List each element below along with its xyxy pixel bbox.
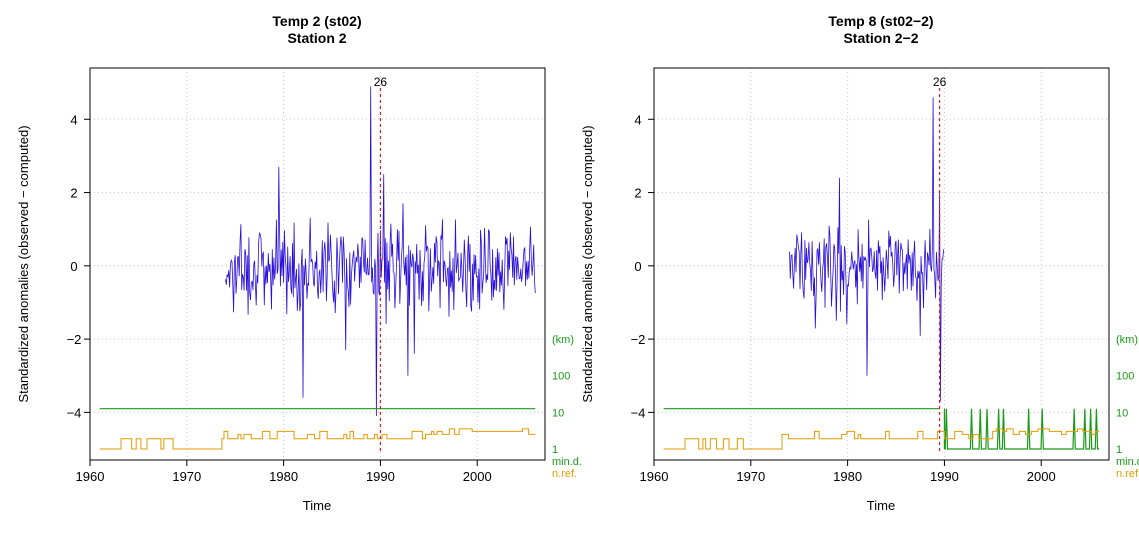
x-tick-label: 2000 <box>1027 469 1056 484</box>
y-tick-label: 4 <box>634 112 641 127</box>
x-tick-label: 1960 <box>640 469 669 484</box>
chart-title: Temp 8 (st02−2) <box>828 13 933 29</box>
right-axis-n-ref-label: n.ref. <box>1116 468 1139 480</box>
x-tick-label: 2000 <box>463 469 492 484</box>
n-ref-series <box>663 428 1100 450</box>
x-tick-label: 1960 <box>76 469 105 484</box>
panel-2: Temp 8 (st02−2)Station 2−2 1960 1970 1980 19… <box>580 13 1139 513</box>
chart-title: Temp 2 (st02) <box>272 13 361 29</box>
right-axis-tick: 1 <box>552 444 558 456</box>
chart-subtitle: Station 2 <box>287 30 346 46</box>
anomaly-series <box>225 86 536 417</box>
right-axis-tick: 10 <box>1116 407 1128 419</box>
n-ref-series <box>99 428 536 450</box>
right-axis-min-distance-label: min.d. <box>552 456 582 468</box>
right-axis-tick: 100 <box>1116 371 1134 383</box>
right-axis-unit: (km) <box>552 334 574 346</box>
y-tick-label: 2 <box>634 186 641 201</box>
chart-subtitle: Station 2−2 <box>843 30 918 46</box>
y-tick-label: 0 <box>70 259 77 274</box>
right-axis-tick: 10 <box>552 407 564 419</box>
right-axis-n-ref-label: n.ref. <box>552 468 577 480</box>
x-tick-label: 1990 <box>930 469 959 484</box>
plot-area <box>99 86 536 450</box>
y-tick-label: −2 <box>67 332 82 347</box>
y-tick-label: 0 <box>634 259 641 274</box>
break-label: 26 <box>933 75 947 89</box>
x-tick-label: 1970 <box>172 469 201 484</box>
x-tick-label: 1990 <box>366 469 395 484</box>
anomaly-series <box>789 97 944 402</box>
y-axis-label: Standardized anomalies (observed − compu… <box>580 125 595 402</box>
x-tick-label: 1970 <box>736 469 765 484</box>
right-axis-unit: (km) <box>1116 334 1138 346</box>
right-axis-tick: 100 <box>552 371 570 383</box>
min-distance-pulses <box>944 408 1100 450</box>
y-tick-label: −2 <box>631 332 646 347</box>
x-axis-label: Time <box>867 498 895 513</box>
y-tick-label: 2 <box>70 186 77 201</box>
x-tick-label: 1980 <box>833 469 862 484</box>
right-axis-tick: 1 <box>1116 444 1122 456</box>
plot-area <box>663 97 1100 450</box>
y-axis-label: Standardized anomalies (observed − compu… <box>16 125 31 402</box>
y-tick-label: 4 <box>70 112 77 127</box>
break-label: 26 <box>374 75 388 89</box>
x-axis-label: Time <box>303 498 331 513</box>
plot-frame <box>653 67 1110 461</box>
right-axis-min-distance-label: min.d. <box>1116 456 1139 468</box>
y-tick-label: −4 <box>67 405 82 420</box>
plot-frame <box>89 67 546 461</box>
x-tick-label: 1980 <box>269 469 298 484</box>
y-tick-label: −4 <box>631 405 646 420</box>
